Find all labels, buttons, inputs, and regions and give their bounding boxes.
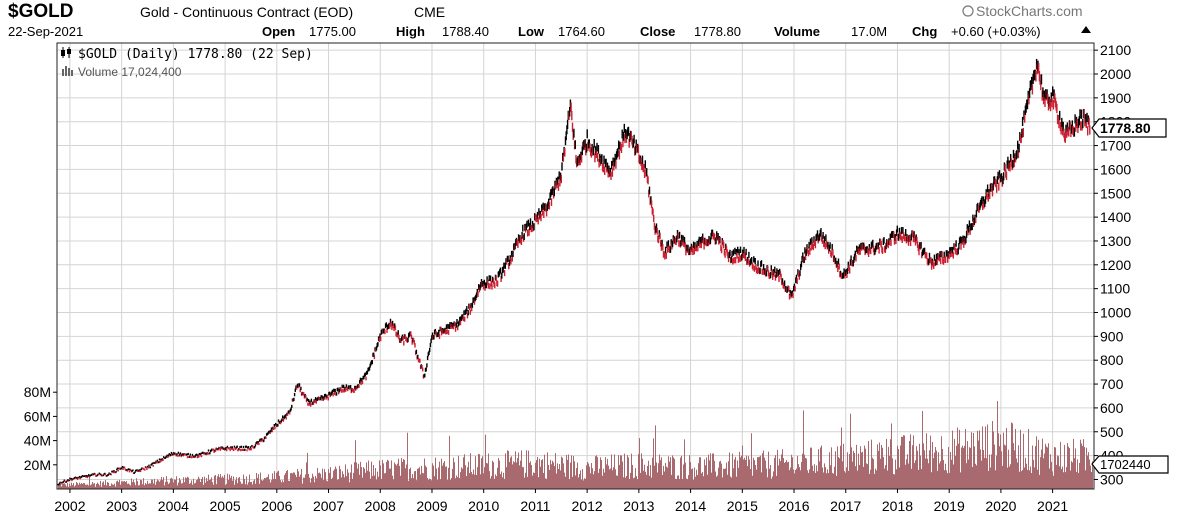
brand-label: StockCharts.com <box>976 3 1083 19</box>
brand: StockCharts.com <box>962 3 1083 19</box>
volume-tick-label: 20M <box>24 457 51 473</box>
volume-legend: Volume 17,024,400 <box>78 65 182 79</box>
y-tick-label: 2000 <box>1100 66 1131 82</box>
x-tick-label: 2012 <box>572 498 603 514</box>
y-tick-label: 1000 <box>1100 305 1131 321</box>
close-label: Close <box>640 24 675 39</box>
volume-label: Volume <box>774 24 820 39</box>
x-tick-label: 2017 <box>830 498 861 514</box>
x-tick-label: 2015 <box>727 498 758 514</box>
price-series <box>57 58 1091 486</box>
y-tick-label: 1400 <box>1100 209 1131 225</box>
volume-axis: 80M 60M 40M 20M <box>24 384 57 473</box>
close-value: 1778.80 <box>694 24 741 39</box>
volume-tick-label: 60M <box>24 408 51 424</box>
copyright-icon <box>962 5 974 17</box>
last-volume-value: 1702440 <box>1100 457 1151 472</box>
high-value: 1788.40 <box>442 24 489 39</box>
x-tick-label: 2019 <box>934 498 965 514</box>
legend: $GOLD (Daily) 1778.80 (22 Sep) Volume 17… <box>61 47 313 79</box>
x-tick-label: 2010 <box>468 498 499 514</box>
contract-name: Gold - Continuous Contract (EOD) <box>140 4 353 20</box>
candlestick-icon <box>61 47 71 58</box>
y-tick-label: 1200 <box>1100 257 1131 273</box>
x-tick-label: 2005 <box>210 498 241 514</box>
x-tick-label: 2008 <box>365 498 396 514</box>
y-tick-label: 1600 <box>1100 161 1131 177</box>
x-tick-label: 2006 <box>261 498 292 514</box>
x-tick-label: 2014 <box>675 498 706 514</box>
last-price-value: 1778.80 <box>1100 120 1151 136</box>
y-tick-label: 500 <box>1100 424 1124 440</box>
quote-line: Open 1775.00 High 1788.40 Low 1764.60 Cl… <box>262 24 1091 39</box>
plot-frame <box>56 42 1095 490</box>
y-tick-label: 900 <box>1100 328 1124 344</box>
x-tick-label: 2016 <box>778 498 809 514</box>
up-arrow-icon <box>1081 26 1091 33</box>
x-tick-label: 2003 <box>106 498 137 514</box>
volume-bars-icon <box>62 66 73 76</box>
y-tick-label: 1700 <box>1100 138 1131 154</box>
quote-date: 22-Sep-2021 <box>8 24 83 39</box>
x-tick-label: 2018 <box>882 498 913 514</box>
low-value: 1764.60 <box>558 24 605 39</box>
y-tick-label: 600 <box>1100 400 1124 416</box>
y-tick-label: 1300 <box>1100 233 1131 249</box>
y-tick-label: 2100 <box>1100 42 1131 58</box>
chg-label: Chg <box>912 24 937 39</box>
volume-tick-label: 40M <box>24 433 51 449</box>
y-tick-label: 300 <box>1100 471 1124 487</box>
x-tick-label: 2002 <box>54 498 85 514</box>
price-axis: 2100200019001800170016001500140013001200… <box>1094 42 1131 487</box>
grid <box>57 43 1094 489</box>
symbol-title: $GOLD <box>8 1 73 22</box>
x-tick-label: 2013 <box>623 498 654 514</box>
y-tick-label: 1100 <box>1100 281 1130 297</box>
chg-value: +0.60 (+0.03%) <box>951 24 1041 39</box>
time-axis: 2002 2003 2004 2005 2006 2007 2008 2009 2010 2011… <box>54 489 1068 514</box>
y-tick-label: 700 <box>1100 376 1124 392</box>
high-label: High <box>396 24 425 39</box>
last-price-badge: 1778.80 <box>1091 118 1167 138</box>
y-tick-label: 1500 <box>1100 185 1131 201</box>
exchange-label: CME <box>414 4 445 20</box>
y-tick-label: 800 <box>1100 352 1124 368</box>
volume-bars <box>58 401 1093 489</box>
open-value: 1775.00 <box>309 24 356 39</box>
price-legend: $GOLD (Daily) 1778.80 (22 Sep) <box>78 47 313 62</box>
low-label: Low <box>518 24 545 39</box>
x-tick-label: 2009 <box>416 498 447 514</box>
x-tick-label: 2011 <box>520 498 550 514</box>
last-volume-badge: 1702440 <box>1091 455 1169 474</box>
open-label: Open <box>262 24 295 39</box>
x-tick-label: 2004 <box>158 498 189 514</box>
volume-tick-label: 80M <box>24 384 51 400</box>
x-tick-label: 2020 <box>985 498 1016 514</box>
volume-value: 17.0M <box>851 24 887 39</box>
y-tick-label: 1900 <box>1100 90 1131 106</box>
x-tick-label: 2021 <box>1037 498 1068 514</box>
x-tick-label: 2007 <box>313 498 344 514</box>
